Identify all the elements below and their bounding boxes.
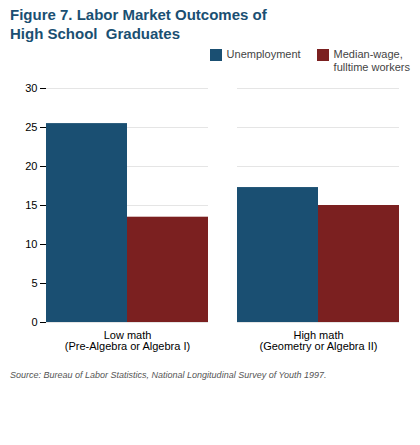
svg-text:30: 30 [25,82,37,94]
svg-text:25: 25 [25,121,37,133]
html-text:Median-wage, fulltime workers: Median-wage, fulltime workers [333,47,410,73]
html-text:Unemployment: Unemployment [226,47,301,60]
svg-text:5: 5 [31,277,37,289]
svg-text:High math(Geometry or Algebra: High math(Geometry or Algebra II) [260,329,378,352]
html-text:Source: Bureau of Labor Statis: Source: Bureau of Labor Statistics, Nati… [10,369,327,380]
svg-text:Low math(Pre-Algebra or Algebr: Low math(Pre-Algebra or Algebra I) [65,329,190,352]
svg-text:10: 10 [25,238,37,250]
html-text:Figure 7. Labor Market Outcome: Figure 7. Labor Market Outcomes of High … [10,6,267,42]
svg-text:15: 15 [25,199,37,211]
svg-text:20: 20 [25,160,37,172]
svg-text:0: 0 [31,316,37,328]
